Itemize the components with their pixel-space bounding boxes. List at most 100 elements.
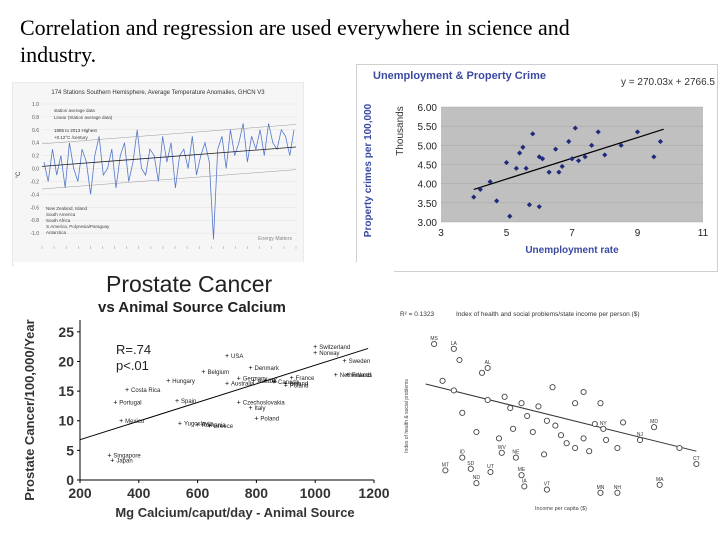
data-point [563, 440, 570, 447]
point-label: Netherlands [340, 373, 372, 379]
point-label: Germany [243, 377, 268, 383]
data-point: + [110, 457, 114, 464]
note-text: South America [46, 212, 76, 217]
point-label: Norway [319, 351, 339, 357]
regression-equation: y = 270.03x + 2766.5 [621, 77, 715, 88]
data-point: + [225, 380, 229, 387]
y-tick-label: 0.4 [32, 141, 39, 147]
temperature-anomaly-chart: 174 Stations Southern Hemisphere, Averag… [11, 81, 305, 267]
data-point [503, 159, 510, 166]
data-point: + [113, 399, 117, 406]
point-label: Italy [255, 406, 266, 412]
x-tick-label: 3 [438, 228, 444, 239]
data-point [634, 129, 641, 135]
annotation: +0.12°C /century [54, 135, 88, 140]
point-label: MN [597, 485, 605, 491]
y-axis-label: Property crimes per 100,000 [363, 103, 374, 237]
data-point [431, 340, 438, 348]
data-point: + [343, 358, 347, 365]
envelope-line [41, 169, 297, 190]
data-point [586, 448, 593, 455]
data-point [614, 489, 621, 496]
data-point [512, 454, 519, 461]
data-point [557, 432, 565, 439]
point-label: MT [442, 462, 449, 468]
data-point: + [263, 377, 267, 384]
x-axis-label: Income per capita ($) [535, 506, 587, 512]
y-tick-label: 4.50 [418, 161, 438, 172]
x-tick-label: 200 [68, 485, 92, 501]
point-label: VT [544, 482, 550, 488]
data-point [487, 468, 494, 476]
x-axis-label: Mg Calcium/caput/day - Animal Source [115, 505, 354, 520]
chart-title: Unemployment & Property Crime [373, 70, 546, 82]
unemployment-chart-svg: Unemployment & Property Crime y = 270.03x… [363, 70, 715, 256]
data-point [478, 369, 486, 376]
point-label: France [296, 376, 315, 382]
data-point [693, 460, 700, 468]
data-point: + [237, 376, 241, 383]
y-tick-label: 4.00 [418, 180, 438, 191]
correlation-annotation: p<.01 [116, 358, 149, 373]
data-point: + [248, 405, 252, 412]
data-point: + [207, 423, 211, 430]
point-label: Denmark [255, 366, 280, 372]
data-point: + [313, 350, 317, 357]
y-tick-label: 5.50 [418, 122, 438, 133]
slide-title: Correlation and regression are used ever… [20, 15, 570, 67]
r-squared: R² = 0.1323 [400, 311, 435, 318]
y-tick-label: 0.6 [32, 128, 39, 134]
y-axis-label: Index of health & social problems [404, 379, 410, 453]
data-point [473, 480, 480, 487]
data-point: + [125, 387, 129, 394]
y-tick-label: 6.00 [418, 103, 438, 114]
y-axis-units: Thousands [395, 106, 406, 155]
chart-title: 174 Stations Southern Hemisphere, Averag… [51, 90, 265, 96]
data-point: + [175, 398, 179, 405]
data-point [541, 451, 548, 458]
point-label: Mexico [125, 419, 145, 425]
y-tick-label: 0.0 [32, 167, 39, 173]
point-label: Yugoslavia [184, 422, 214, 428]
social-problems-chart: R² = 0.1323 Index of health and social pr… [396, 300, 716, 520]
prostate-cancer-chart: Prostate Cancer vs Animal Source Calcium 0… [14, 262, 394, 538]
legend-entry: station average data [54, 108, 95, 113]
temperature-series-line [43, 123, 295, 240]
point-label: Poland [290, 384, 309, 390]
trend-line [473, 128, 664, 190]
point-label: IA [522, 478, 527, 484]
trend-line [425, 383, 697, 452]
point-label: UT [487, 464, 494, 470]
point-label: Singapore [113, 454, 141, 460]
data-point: + [284, 380, 288, 387]
data-point [539, 156, 546, 162]
data-point [651, 154, 657, 160]
data-point [614, 444, 621, 452]
data-point: + [284, 383, 288, 390]
data-point [656, 481, 663, 488]
data-point [524, 412, 531, 420]
envelope-line [41, 124, 297, 145]
x-tick-label: 7 [569, 228, 575, 239]
point-label: Ireland [290, 381, 308, 387]
data-point [450, 387, 457, 394]
unemployment-crime-chart: Unemployment & Property Crime y = 270.03x… [356, 64, 718, 272]
point-label: Australia [231, 381, 255, 387]
data-point: + [313, 344, 317, 351]
data-point [450, 345, 457, 352]
correlation-annotation: R=.74 [116, 342, 151, 357]
y-tick-label: 0 [66, 472, 74, 488]
data-point [600, 425, 607, 432]
data-point [487, 179, 493, 185]
data-point [439, 377, 446, 384]
data-point [676, 444, 683, 452]
y-tick-label: -0.4 [30, 192, 39, 198]
point-label: AL [485, 360, 491, 366]
data-point [473, 428, 480, 436]
data-point [553, 146, 559, 152]
data-point [494, 198, 500, 204]
trend-line [79, 347, 369, 441]
point-label: Japan [116, 458, 132, 464]
x-tick-label: 9 [635, 228, 641, 239]
temperature-chart-svg: 174 Stations Southern Hemisphere, Averag… [11, 81, 305, 267]
